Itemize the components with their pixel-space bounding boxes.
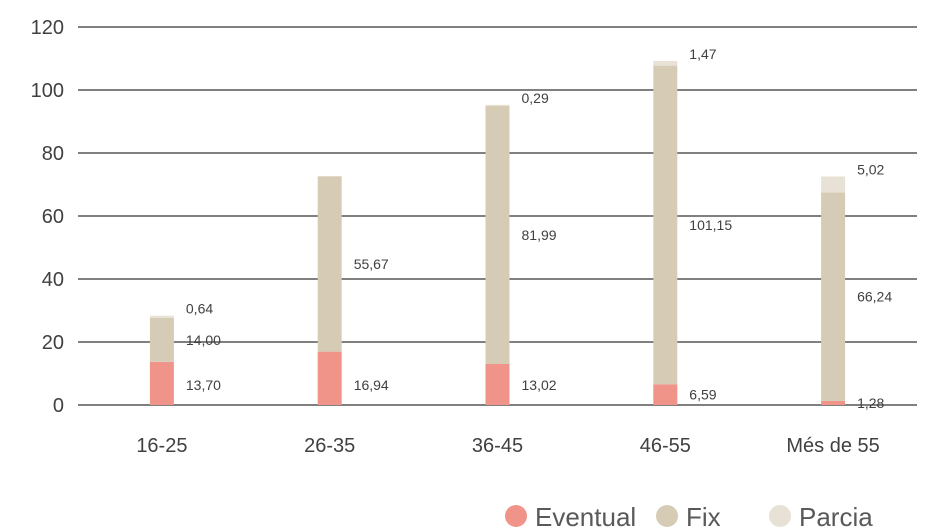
legend-label-fix: Fix	[686, 502, 721, 531]
bar-fix-1	[317, 176, 342, 352]
x-category-label-1: 26-35	[304, 435, 355, 457]
legend: Eventual Fix Parcia	[505, 502, 873, 531]
data-label-parcia-0: 0,64	[186, 301, 213, 317]
bar-eventual-4	[821, 400, 846, 405]
y-axis-ticks: 0 20 40 60 80 100 120	[31, 17, 64, 417]
x-axis-categories: 16-25 26-35 36-45 46-55 Més de 55	[136, 435, 879, 457]
data-label-eventual-0: 13,70	[186, 377, 221, 393]
data-label-fix-0: 14,00	[186, 332, 221, 348]
data-label-fix-3: 101,15	[689, 217, 732, 233]
data-label-eventual-1: 16,94	[354, 377, 389, 393]
bar-parcia-3	[653, 60, 678, 66]
bar-eventual-2	[485, 363, 510, 405]
legend-label-parcia: Parcia	[799, 502, 873, 531]
legend-marker-fix	[656, 505, 678, 527]
data-labels: 13,70 14,00 0,64 16,94 55,67 13,02 81,99 0,29 6,…	[186, 46, 892, 411]
legend-label-eventual: Eventual	[535, 502, 636, 531]
y-tick-label-120: 120	[31, 17, 64, 39]
data-label-eventual-4: 1,28	[857, 395, 884, 411]
data-label-parcia-4: 5,02	[857, 161, 884, 177]
bar-eventual-0	[149, 361, 174, 405]
bar-fix-3	[653, 65, 678, 385]
data-label-parcia-3: 1,47	[689, 46, 716, 62]
data-label-parcia-2: 0,29	[522, 90, 549, 106]
bars	[149, 60, 846, 405]
x-category-label-3: 46-55	[640, 435, 691, 457]
x-category-label-2: 36-45	[472, 435, 523, 457]
y-tick-label-20: 20	[42, 332, 64, 354]
bar-eventual-1	[317, 351, 342, 405]
bar-parcia-2	[485, 104, 510, 106]
data-label-eventual-2: 13,02	[522, 377, 557, 393]
bar-fix-0	[149, 317, 174, 362]
y-tick-label-40: 40	[42, 269, 64, 291]
bar-fix-2	[485, 105, 510, 364]
y-tick-label-80: 80	[42, 143, 64, 165]
x-category-label-4: Més de 55	[786, 435, 879, 457]
data-label-eventual-3: 6,59	[689, 387, 716, 403]
bar-eventual-3	[653, 384, 678, 405]
data-label-fix-2: 81,99	[522, 227, 557, 243]
y-tick-label-60: 60	[42, 206, 64, 228]
y-tick-label-0: 0	[53, 395, 64, 417]
legend-marker-parcia	[769, 505, 791, 527]
data-label-fix-1: 55,67	[354, 256, 389, 272]
data-label-fix-4: 66,24	[857, 289, 892, 305]
legend-marker-eventual	[505, 505, 527, 527]
bar-parcia-0	[149, 315, 174, 318]
x-category-label-0: 16-25	[136, 435, 187, 457]
bar-fix-4	[821, 192, 846, 401]
y-tick-label-100: 100	[31, 80, 64, 102]
bar-parcia-4	[821, 176, 846, 193]
